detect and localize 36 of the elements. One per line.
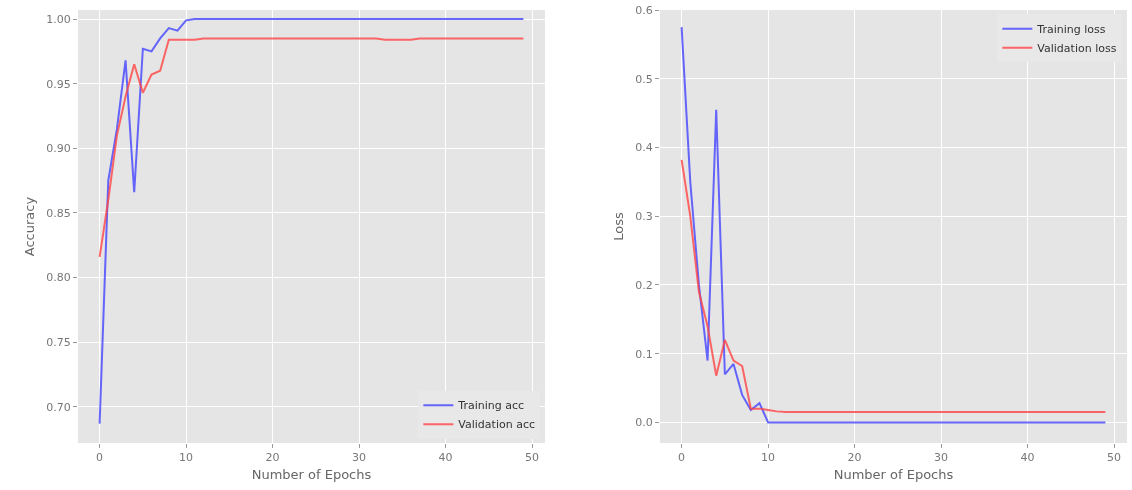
legend-label: Training loss: [1036, 23, 1106, 37]
y-tick-label: 0.3: [635, 210, 653, 224]
y-tick-label: 0.70: [46, 400, 71, 414]
y-tick-label: 0.85: [46, 206, 71, 220]
x-axis-title: Number of Epochs: [251, 466, 372, 482]
x-tick-label: 50: [525, 451, 540, 465]
y-axis-title: Loss: [611, 212, 627, 241]
y-tick-label: 0.95: [46, 77, 71, 91]
x-tick-label: 20: [265, 451, 280, 465]
x-tick-label: 20: [847, 451, 862, 465]
line-series: [98, 37, 525, 258]
y-tick-label: 0.1: [635, 347, 653, 361]
x-tick-label: 0: [96, 451, 104, 465]
x-tick-label: 30: [934, 451, 949, 465]
x-tick-label: 30: [352, 451, 367, 465]
y-tick-label: 0.80: [46, 271, 71, 285]
line-series: [680, 158, 1107, 414]
y-tick-label: 0.6: [635, 3, 653, 17]
x-tick-label: 0: [678, 451, 686, 465]
y-tick-label: 0.90: [46, 142, 71, 156]
y-tick-label: 0.2: [635, 278, 653, 292]
legend-label: Training acc: [457, 399, 525, 413]
y-tick-label: 0.4: [635, 141, 653, 155]
legend-label: Validation acc: [458, 418, 535, 432]
y-tick-label: 0.5: [635, 72, 653, 86]
y-axis-title: Accuracy: [22, 196, 38, 257]
y-tick-label: 1.00: [46, 12, 71, 26]
x-tick-label: 10: [179, 451, 194, 465]
x-tick-label: 10: [761, 451, 776, 465]
x-axis-title: Number of Epochs: [833, 466, 954, 482]
x-tick-label: 40: [438, 451, 453, 465]
x-tick-label: 40: [1020, 451, 1035, 465]
y-tick-label: 0.0: [635, 416, 653, 430]
y-tick-label: 0.75: [46, 336, 71, 350]
x-tick-label: 50: [1107, 451, 1122, 465]
legend-label: Validation loss: [1037, 42, 1117, 56]
